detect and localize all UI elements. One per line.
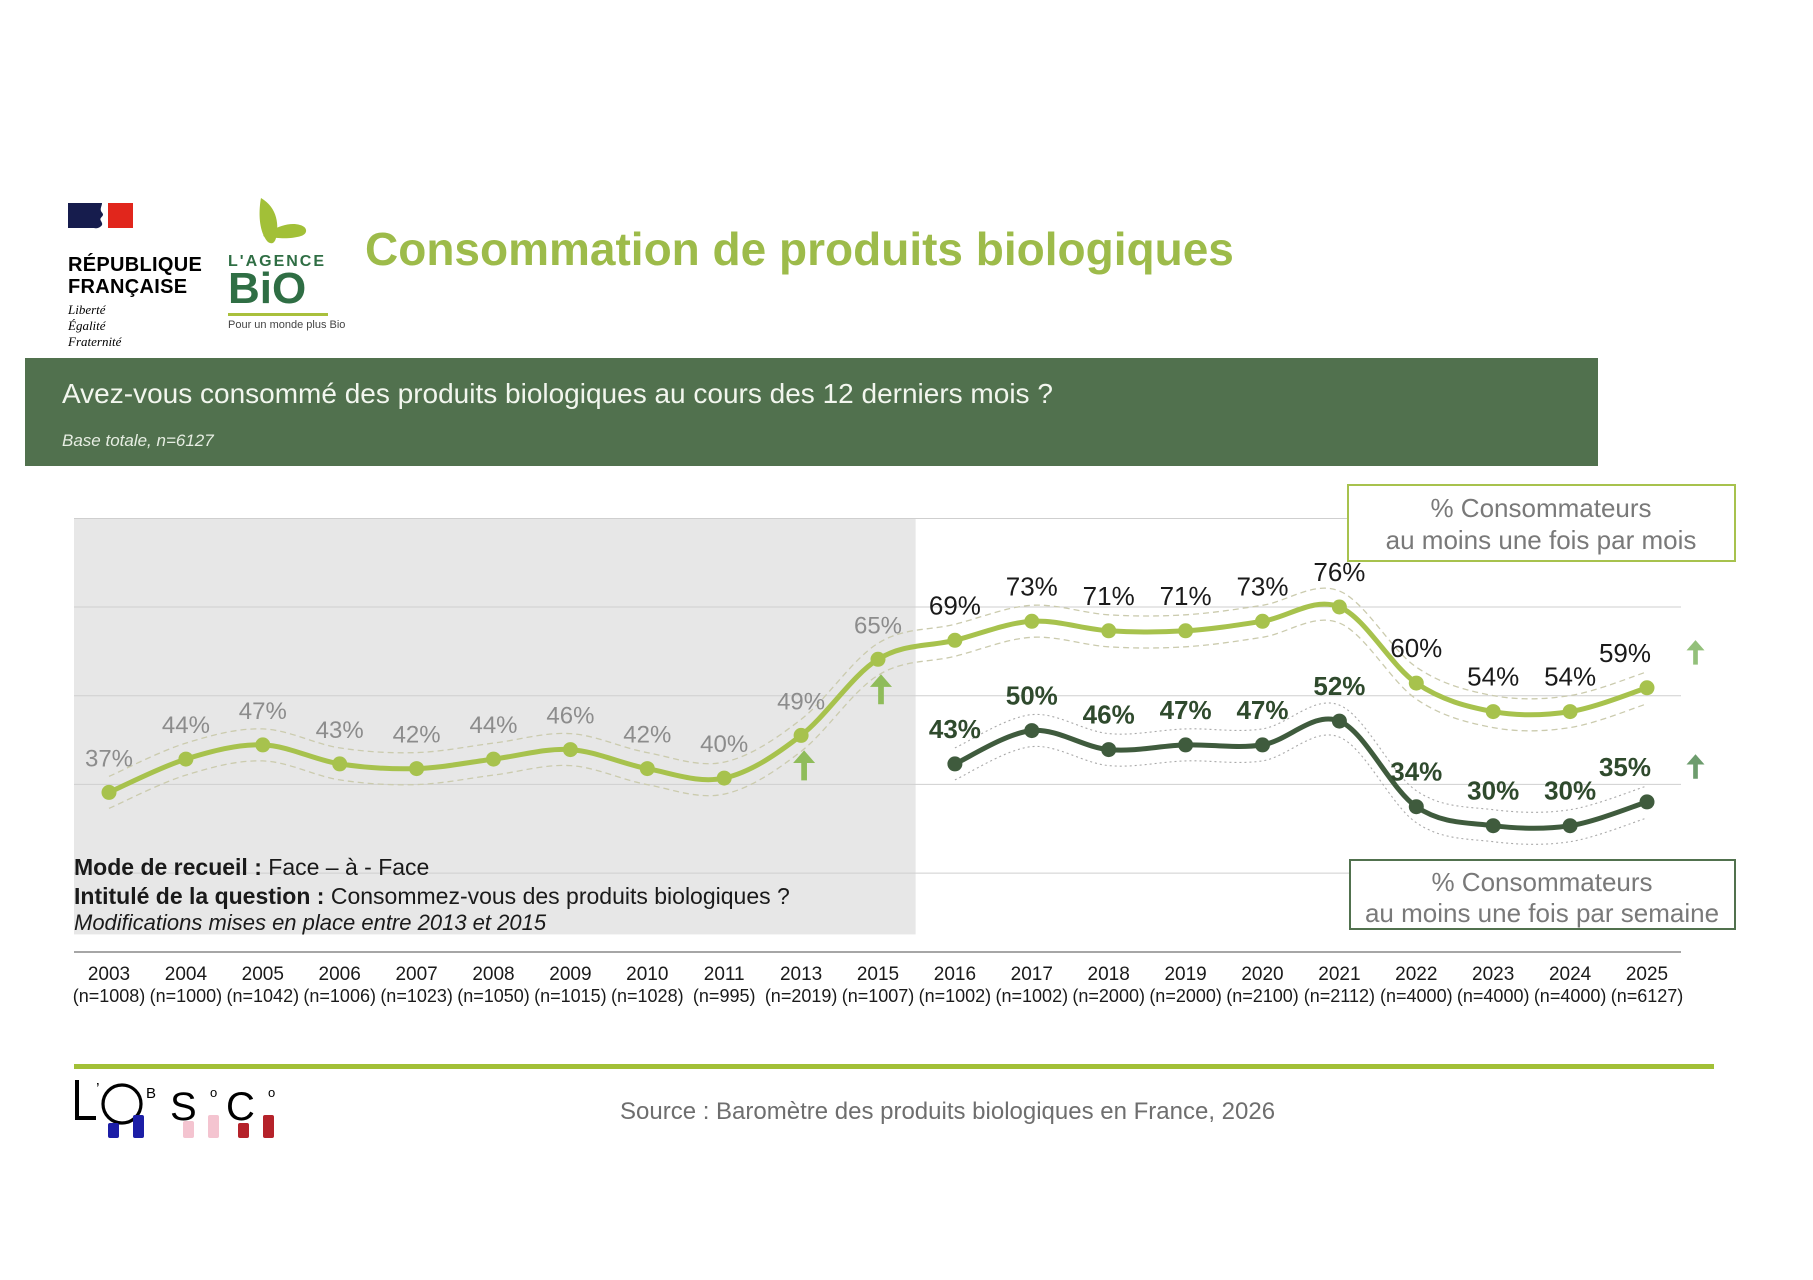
svg-text:’: ’	[96, 1081, 100, 1098]
svg-text:2018: 2018	[1088, 964, 1130, 985]
svg-text:2004: 2004	[165, 964, 208, 985]
svg-text:(n=1028): (n=1028)	[611, 986, 684, 1006]
svg-text:2022: 2022	[1395, 964, 1437, 985]
svg-text:(n=1023): (n=1023)	[380, 986, 453, 1006]
svg-text:(n=1050): (n=1050)	[457, 986, 530, 1006]
svg-text:2015: 2015	[857, 964, 899, 985]
svg-text:2020: 2020	[1241, 964, 1283, 985]
svg-text:2021: 2021	[1318, 964, 1360, 985]
svg-text:2019: 2019	[1164, 964, 1206, 985]
svg-text:o: o	[268, 1085, 275, 1100]
svg-text:(n=4000): (n=4000)	[1457, 986, 1530, 1006]
svg-text:C: C	[226, 1085, 255, 1129]
svg-text:(n=1042): (n=1042)	[227, 986, 300, 1006]
svg-text:2007: 2007	[395, 964, 437, 985]
svg-text:B: B	[146, 1085, 156, 1102]
svg-text:(n=2000): (n=2000)	[1149, 986, 1222, 1006]
svg-text:(n=4000): (n=4000)	[1534, 986, 1607, 1006]
svg-text:(n=1006): (n=1006)	[303, 986, 376, 1006]
svg-text:(n=4000): (n=4000)	[1380, 986, 1453, 1006]
svg-text:2005: 2005	[242, 964, 284, 985]
svg-text:(n=2100): (n=2100)	[1226, 986, 1299, 1006]
svg-text:2008: 2008	[472, 964, 514, 985]
svg-text:(n=1007): (n=1007)	[842, 986, 915, 1006]
svg-text:(n=995): (n=995)	[693, 986, 756, 1006]
svg-text:(n=1002): (n=1002)	[919, 986, 992, 1006]
svg-text:(n=6127): (n=6127)	[1611, 986, 1684, 1006]
svg-text:(n=1015): (n=1015)	[534, 986, 607, 1006]
svg-text:2017: 2017	[1011, 964, 1053, 985]
svg-text:(n=1008): (n=1008)	[73, 986, 146, 1006]
svg-text:2023: 2023	[1472, 964, 1514, 985]
svg-text:o: o	[210, 1085, 217, 1100]
svg-text:2024: 2024	[1549, 964, 1592, 985]
svg-text:(n=1002): (n=1002)	[996, 986, 1069, 1006]
svg-text:2003: 2003	[88, 964, 130, 985]
svg-text:2016: 2016	[934, 964, 976, 985]
svg-text:(n=2019): (n=2019)	[765, 986, 838, 1006]
svg-text:(n=2112): (n=2112)	[1304, 986, 1375, 1006]
svg-text:2011: 2011	[704, 964, 745, 985]
svg-text:2006: 2006	[319, 964, 361, 985]
svg-text:2013: 2013	[780, 964, 822, 985]
svg-text:2025: 2025	[1626, 964, 1668, 985]
svg-text:(n=1000): (n=1000)	[150, 986, 223, 1006]
svg-text:2009: 2009	[549, 964, 591, 985]
svg-text:2010: 2010	[626, 964, 668, 985]
svg-text:(n=2000): (n=2000)	[1072, 986, 1145, 1006]
